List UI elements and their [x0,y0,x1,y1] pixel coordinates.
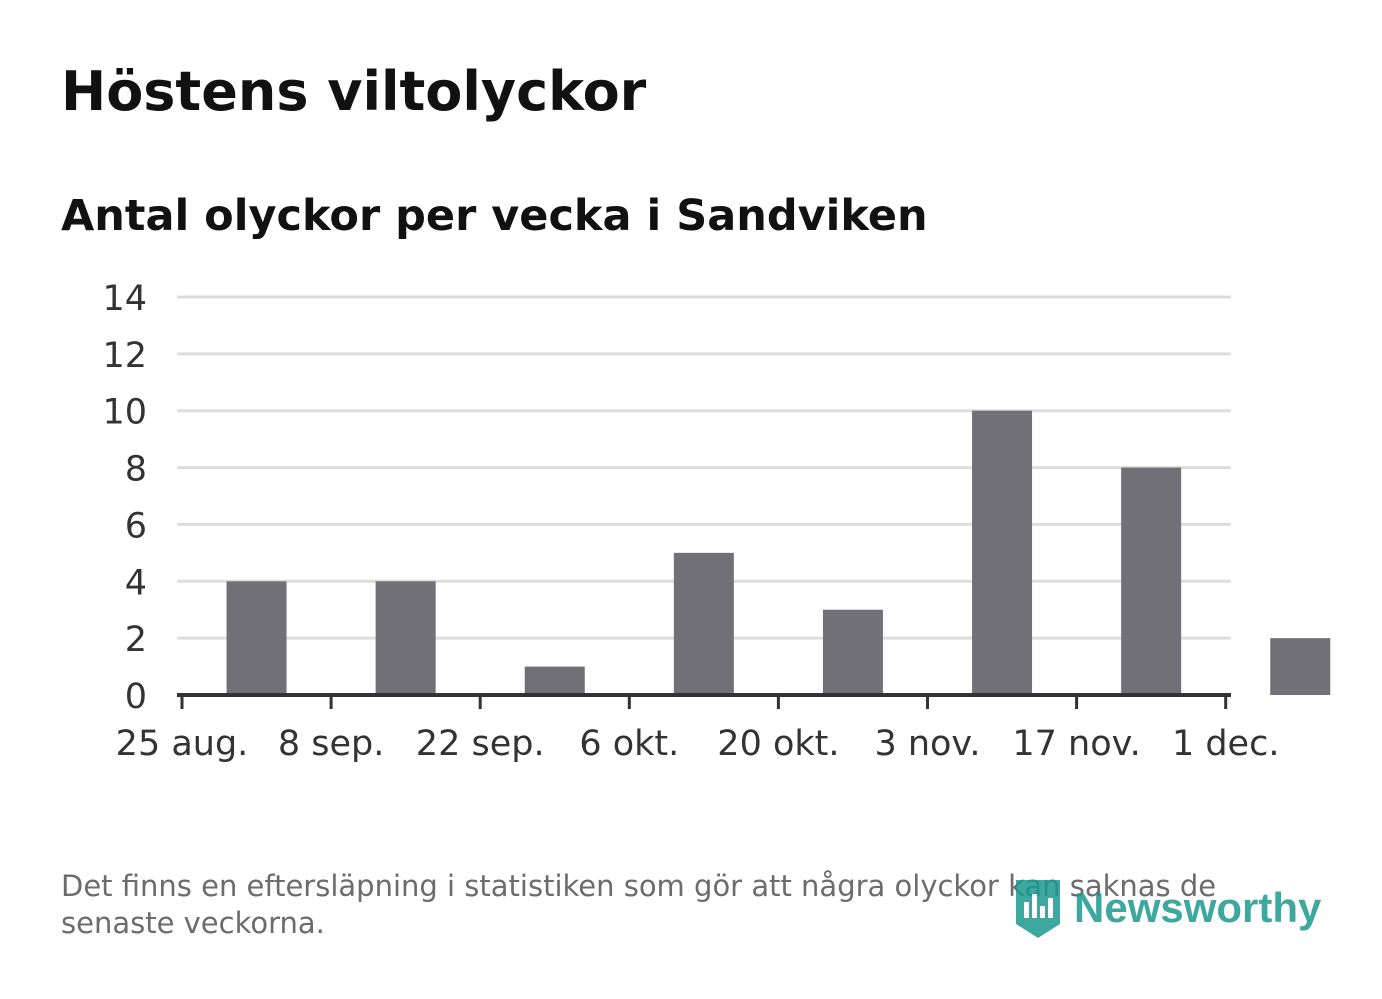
logo-text: Newsworthy [1074,884,1322,931]
bar [822,609,883,695]
bar [524,666,585,695]
newsworthy-logo: Newsworthy [1012,876,1321,940]
y-tick-label: 8 [125,450,147,490]
bar [972,410,1033,695]
x-tick-label: 6 okt. [579,724,679,764]
chart-title: Höstens viltolyckor [61,60,647,123]
x-tick-label: 22 sep. [416,724,545,764]
bar [673,552,734,695]
y-tick-label: 10 [102,393,147,433]
bar [1121,467,1182,695]
bar [226,581,287,695]
x-tick-label: 20 okt. [717,724,839,764]
bar [375,581,436,695]
x-tick-label: 17 nov. [1012,724,1140,764]
chart-subtitle: Antal olyckor per vecka i Sandviken [61,191,928,241]
x-tick-label: 1 dec. [1172,724,1280,764]
x-tick-label: 25 aug. [116,724,249,764]
y-tick-label: 12 [102,336,147,376]
newsworthy-logo-icon [1016,880,1060,938]
y-tick-label: 0 [125,677,147,717]
bar [1270,638,1331,695]
x-tick-label: 3 nov. [874,724,980,764]
y-tick-label: 14 [102,279,147,319]
y-tick-label: 6 [125,506,147,546]
y-tick-label: 2 [125,620,147,660]
y-tick-label: 4 [125,563,147,603]
x-tick-label: 8 sep. [278,724,385,764]
